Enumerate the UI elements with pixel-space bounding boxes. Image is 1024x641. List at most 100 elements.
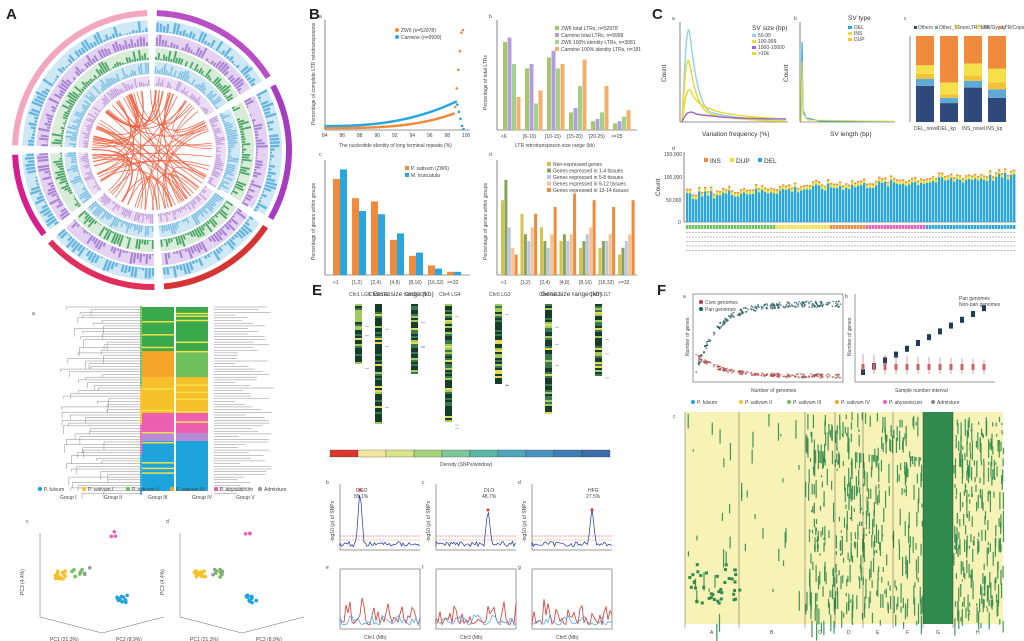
circos-sector [255, 151, 258, 154]
x-tick: DEL_kp [938, 126, 956, 132]
stack-segment [940, 94, 958, 98]
circos-sector [105, 82, 110, 88]
bar [854, 182, 857, 185]
data-point [805, 376, 808, 378]
circos-sector [87, 112, 97, 119]
bar [713, 198, 716, 222]
chromosome-bin [545, 320, 552, 322]
stack-segment [916, 85, 934, 122]
circos-sector [210, 197, 216, 203]
x-tick: [1,2) [352, 280, 362, 286]
stack-segment [964, 80, 982, 88]
circos-sector [59, 99, 61, 102]
circos-sector [55, 104, 59, 108]
chromosome-bin [445, 328, 452, 330]
bar [755, 184, 758, 186]
data-point [779, 304, 782, 307]
circos-sector [194, 259, 199, 263]
circos-sector [141, 213, 145, 223]
chromosome-bin [495, 350, 502, 352]
bar [534, 213, 538, 275]
circos-sector [238, 228, 247, 237]
circos-sector [35, 176, 38, 179]
circos-sector [223, 122, 230, 126]
circos-sector [46, 117, 53, 121]
chromosome-bin [545, 326, 552, 328]
bar [866, 183, 869, 186]
chromosome-bin [495, 366, 502, 368]
bar [923, 179, 926, 181]
circos-sector [131, 69, 135, 77]
bar [803, 186, 806, 190]
circos-sector [119, 219, 123, 223]
data-point [705, 344, 708, 347]
circos-sector [95, 68, 102, 77]
data-point [744, 372, 747, 375]
circos-sector [74, 197, 77, 201]
circos-sector [219, 84, 227, 92]
group-label: Group III [148, 495, 167, 501]
circos-sector [112, 77, 117, 84]
circos-sector [113, 233, 120, 245]
circos-sector [161, 208, 249, 266]
bar [851, 184, 854, 222]
circos-sector [100, 84, 106, 91]
chromosome-bin [355, 308, 362, 310]
circos-sector [206, 220, 211, 225]
data-point [826, 301, 829, 304]
bar [827, 183, 830, 222]
circos-sector [214, 78, 222, 87]
x-tick: [2,4) [371, 280, 381, 286]
bar [746, 194, 749, 222]
chromosome-bin [545, 372, 552, 374]
legend-item: INS [854, 31, 863, 37]
bar [776, 189, 779, 191]
chromosome-bin [375, 396, 382, 398]
chromosome-bin [545, 398, 552, 400]
bar [791, 187, 794, 189]
circos-sector [104, 227, 108, 231]
circos-sector [148, 253, 151, 260]
circos-sector [158, 69, 161, 75]
circos-sector [215, 248, 221, 255]
synteny-link [94, 103, 191, 167]
data-point [810, 372, 812, 375]
circos-sector [235, 64, 240, 69]
circos-sector [115, 218, 121, 228]
data-point [828, 301, 831, 304]
pca-point [113, 534, 118, 538]
bar [965, 175, 968, 177]
circos-sector [91, 236, 96, 242]
circos-sector [247, 188, 255, 193]
circos-sector [204, 94, 207, 96]
circos-sector [25, 166, 36, 171]
circos-sector [84, 213, 90, 220]
circos-sector [27, 169, 37, 174]
score-trace [435, 601, 517, 626]
circos-sector [155, 37, 159, 47]
circos-sector [29, 189, 42, 196]
circos-sector [227, 219, 232, 224]
circos-sector [164, 40, 168, 47]
circos-sector [61, 104, 72, 111]
circos-sector [75, 162, 78, 165]
circos-sector [215, 138, 226, 142]
chromosome-bin [375, 344, 382, 346]
axis-label: PC1 (21.3%) [190, 637, 219, 641]
circos-sector [103, 105, 106, 108]
circos-sector [92, 85, 102, 95]
chromosome-bin [411, 340, 418, 342]
bar [543, 241, 547, 275]
chromosome-bin [495, 376, 502, 378]
data-point [791, 374, 794, 376]
circos-sector [196, 195, 202, 201]
bar [917, 180, 920, 183]
circos-sector [226, 161, 229, 164]
bar [761, 185, 764, 187]
x-tick: [4,8) [560, 280, 570, 286]
bar [821, 184, 824, 186]
circos-sector [127, 43, 131, 49]
circos-sector [192, 245, 197, 252]
bar [896, 180, 899, 184]
circos-sector [89, 167, 91, 170]
